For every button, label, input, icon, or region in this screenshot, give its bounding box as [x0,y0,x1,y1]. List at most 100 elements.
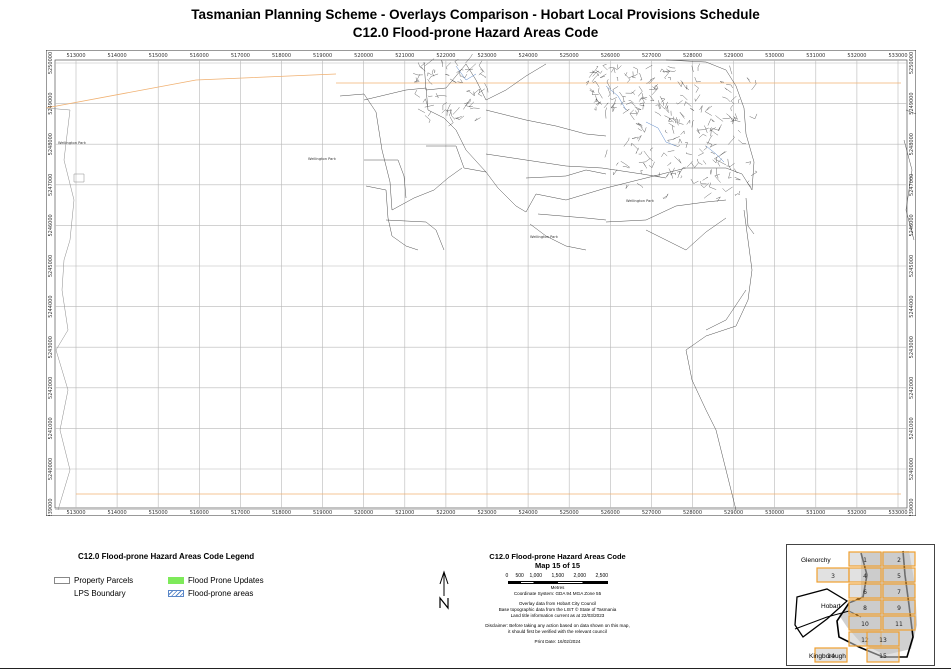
parcel-line [629,109,635,120]
parcel-line [638,96,644,102]
parcel-line [700,181,707,185]
parcel-line [591,90,599,95]
parcel-line [435,95,447,97]
glenorchy-label: Glenorchy [801,557,831,564]
parcel-line [414,90,421,98]
parcel-line [465,53,473,64]
parcel-line [691,65,694,73]
parcel-line [646,79,652,84]
parcel-line [606,79,611,89]
parcel-line [707,118,714,126]
disclaimer: Disclaimer: Before taking any action bas… [485,623,630,628]
y-tick-label: 5241000 [48,417,54,439]
y-tick-label: 5249000 [909,92,915,114]
y-tick-label: 5250000 [48,52,54,74]
parcel-swatch [54,577,70,584]
parcel-line [678,166,686,175]
key-map-tile[interactable] [882,599,916,615]
parcel-line [704,106,712,116]
key-map-tile[interactable] [882,567,916,583]
parcel-line [665,68,671,72]
key-map-tile[interactable] [848,599,882,615]
key-map-tile[interactable] [848,615,882,631]
parcel-line [703,192,712,199]
parcel-line [596,70,603,74]
parcel-line [452,107,460,115]
legend-label: Flood-prone areas [188,589,254,598]
parcel-line [746,77,751,83]
info-title: C12.0 Flood-prone Hazard Areas Code [489,552,626,561]
parcel-line [728,116,734,125]
map-canvas[interactable]: 513000 513000 514000 514000 515000 515000 5160… [46,50,916,516]
parcel-line [709,182,717,190]
parcel-line [591,73,600,82]
parcel-line [465,68,474,71]
parcel-line [639,102,644,110]
parcel-line [442,102,447,111]
parcel-line [640,170,643,174]
parcel-line [670,172,676,176]
key-map-tile[interactable] [882,615,916,631]
parcel-line [703,145,708,151]
parcel-line [445,62,451,70]
y-tick-label: 5247000 [48,174,54,196]
parcel-line [728,171,732,179]
municipality-boundary [794,588,849,638]
update-swatch [168,577,184,584]
key-map-tile[interactable] [882,551,916,567]
parcel-line [668,168,672,176]
y-tick-label: 5246000 [909,214,915,236]
parcel-line [691,119,695,128]
key-map-tile[interactable] [848,551,882,567]
map-frame[interactable]: 513000 513000 514000 514000 515000 515000 5160… [46,50,916,516]
key-map-tile[interactable] [814,647,848,663]
key-map-tile-number: 14 [827,653,835,660]
parcel-line [698,148,704,156]
parcel-line [630,110,638,114]
parcel-line [658,100,662,109]
x-tick-label: 516000 [190,510,209,516]
parcel-line [655,104,660,110]
key-map-tile[interactable] [848,583,882,599]
parcel-line [592,81,600,88]
parcel-line [479,73,487,78]
y-tick-label: 5244000 [909,295,915,317]
x-tick-label: 522000 [436,53,455,59]
legend-label: Flood Prone Updates [188,576,264,585]
map-title-block: Tasmanian Planning Scheme - Overlays Com… [0,6,951,42]
parcel-line [709,143,717,148]
y-tick-label: 5246000 [48,214,54,236]
parcel-line [602,64,608,71]
parcel-line [697,127,709,131]
title-currency: Land title information current as at 22/… [510,613,605,618]
legend-item-flood-areas: Flood-prone areas [168,589,253,598]
parcel-line [414,79,420,83]
parcel-line [710,169,712,175]
key-map-tile[interactable] [866,647,900,663]
parcel-line [428,73,439,80]
parcel-line [620,101,625,106]
parcel-line [694,77,701,83]
y-tick-label: 5248000 [48,133,54,155]
parcel-line [477,88,485,97]
x-tick-label: 517000 [231,53,250,59]
parcel-line [427,72,432,77]
x-tick-label: 519000 [313,510,332,516]
key-map[interactable]: 1 2 3 4 5 6 7 8 9 10 11 12 13 14 15 Glenorchy Hobart K… [786,544,935,666]
parcel-line [679,112,685,119]
x-tick-label: 524000 [519,510,538,516]
x-tick-label: 525000 [560,53,579,59]
legend-item-flood-updates: Flood Prone Updates [168,576,264,585]
key-map-tile[interactable] [866,631,900,647]
parcel-line [713,155,720,160]
parcel-line [455,116,462,120]
key-map-tile[interactable] [848,567,882,583]
coordinate-system: Coordinate System: GDA 94 MGA Zone 55 [513,591,602,596]
parcel-line [702,177,708,181]
parcel-line [622,96,626,103]
x-tick-label: 529000 [724,510,743,516]
parcel-line [677,170,681,179]
key-map-tile[interactable] [882,583,916,599]
parcel-line [449,78,457,83]
y-tick-label: 5242000 [909,377,915,399]
